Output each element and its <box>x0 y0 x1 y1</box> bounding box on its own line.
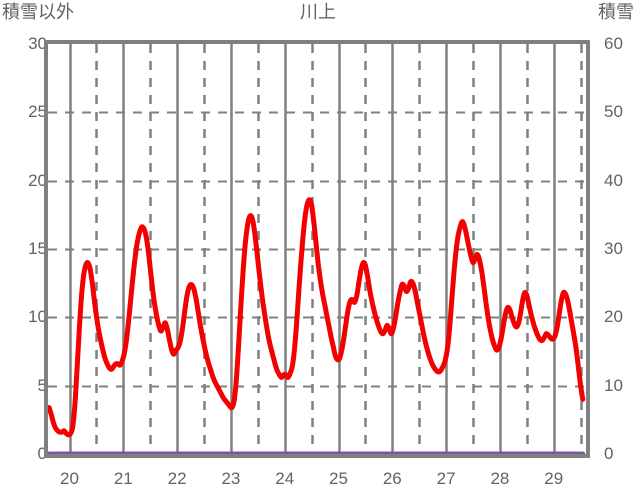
left-tick-20: 20 <box>28 170 47 190</box>
x-tick-27: 27 <box>436 469 456 488</box>
x-tick-21: 21 <box>113 469 133 488</box>
left-tick-0: 0 <box>37 444 47 463</box>
left-tick-25: 25 <box>28 102 47 122</box>
left-tick-15: 15 <box>28 239 47 258</box>
left-tick-30: 30 <box>28 34 47 53</box>
left-axis-title: 積雪以外 <box>2 2 74 22</box>
series-line-precipitation <box>48 197 586 438</box>
chart-title: 川上 <box>300 2 336 22</box>
right-axis-title: 積雪 <box>598 2 634 22</box>
x-tick-23: 23 <box>221 469 241 488</box>
right-tick-50: 50 <box>604 102 623 122</box>
left-tick-5: 5 <box>37 375 47 395</box>
plot-area <box>44 40 590 458</box>
right-tick-30: 30 <box>604 239 623 258</box>
right-tick-60: 60 <box>604 34 623 53</box>
x-tick-25: 25 <box>329 469 348 488</box>
x-tick-20: 20 <box>60 469 79 488</box>
x-tick-22: 22 <box>167 469 187 488</box>
x-tick-29: 29 <box>544 469 564 488</box>
right-tick-20: 20 <box>604 307 623 327</box>
plot-canvas <box>48 44 586 454</box>
x-tick-28: 28 <box>490 469 510 488</box>
right-tick-40: 40 <box>604 170 623 190</box>
right-tick-10: 10 <box>604 375 623 395</box>
x-tick-24: 24 <box>275 469 295 488</box>
x-tick-26: 26 <box>382 469 402 488</box>
right-tick-0: 0 <box>604 444 614 463</box>
left-tick-10: 10 <box>28 307 47 327</box>
